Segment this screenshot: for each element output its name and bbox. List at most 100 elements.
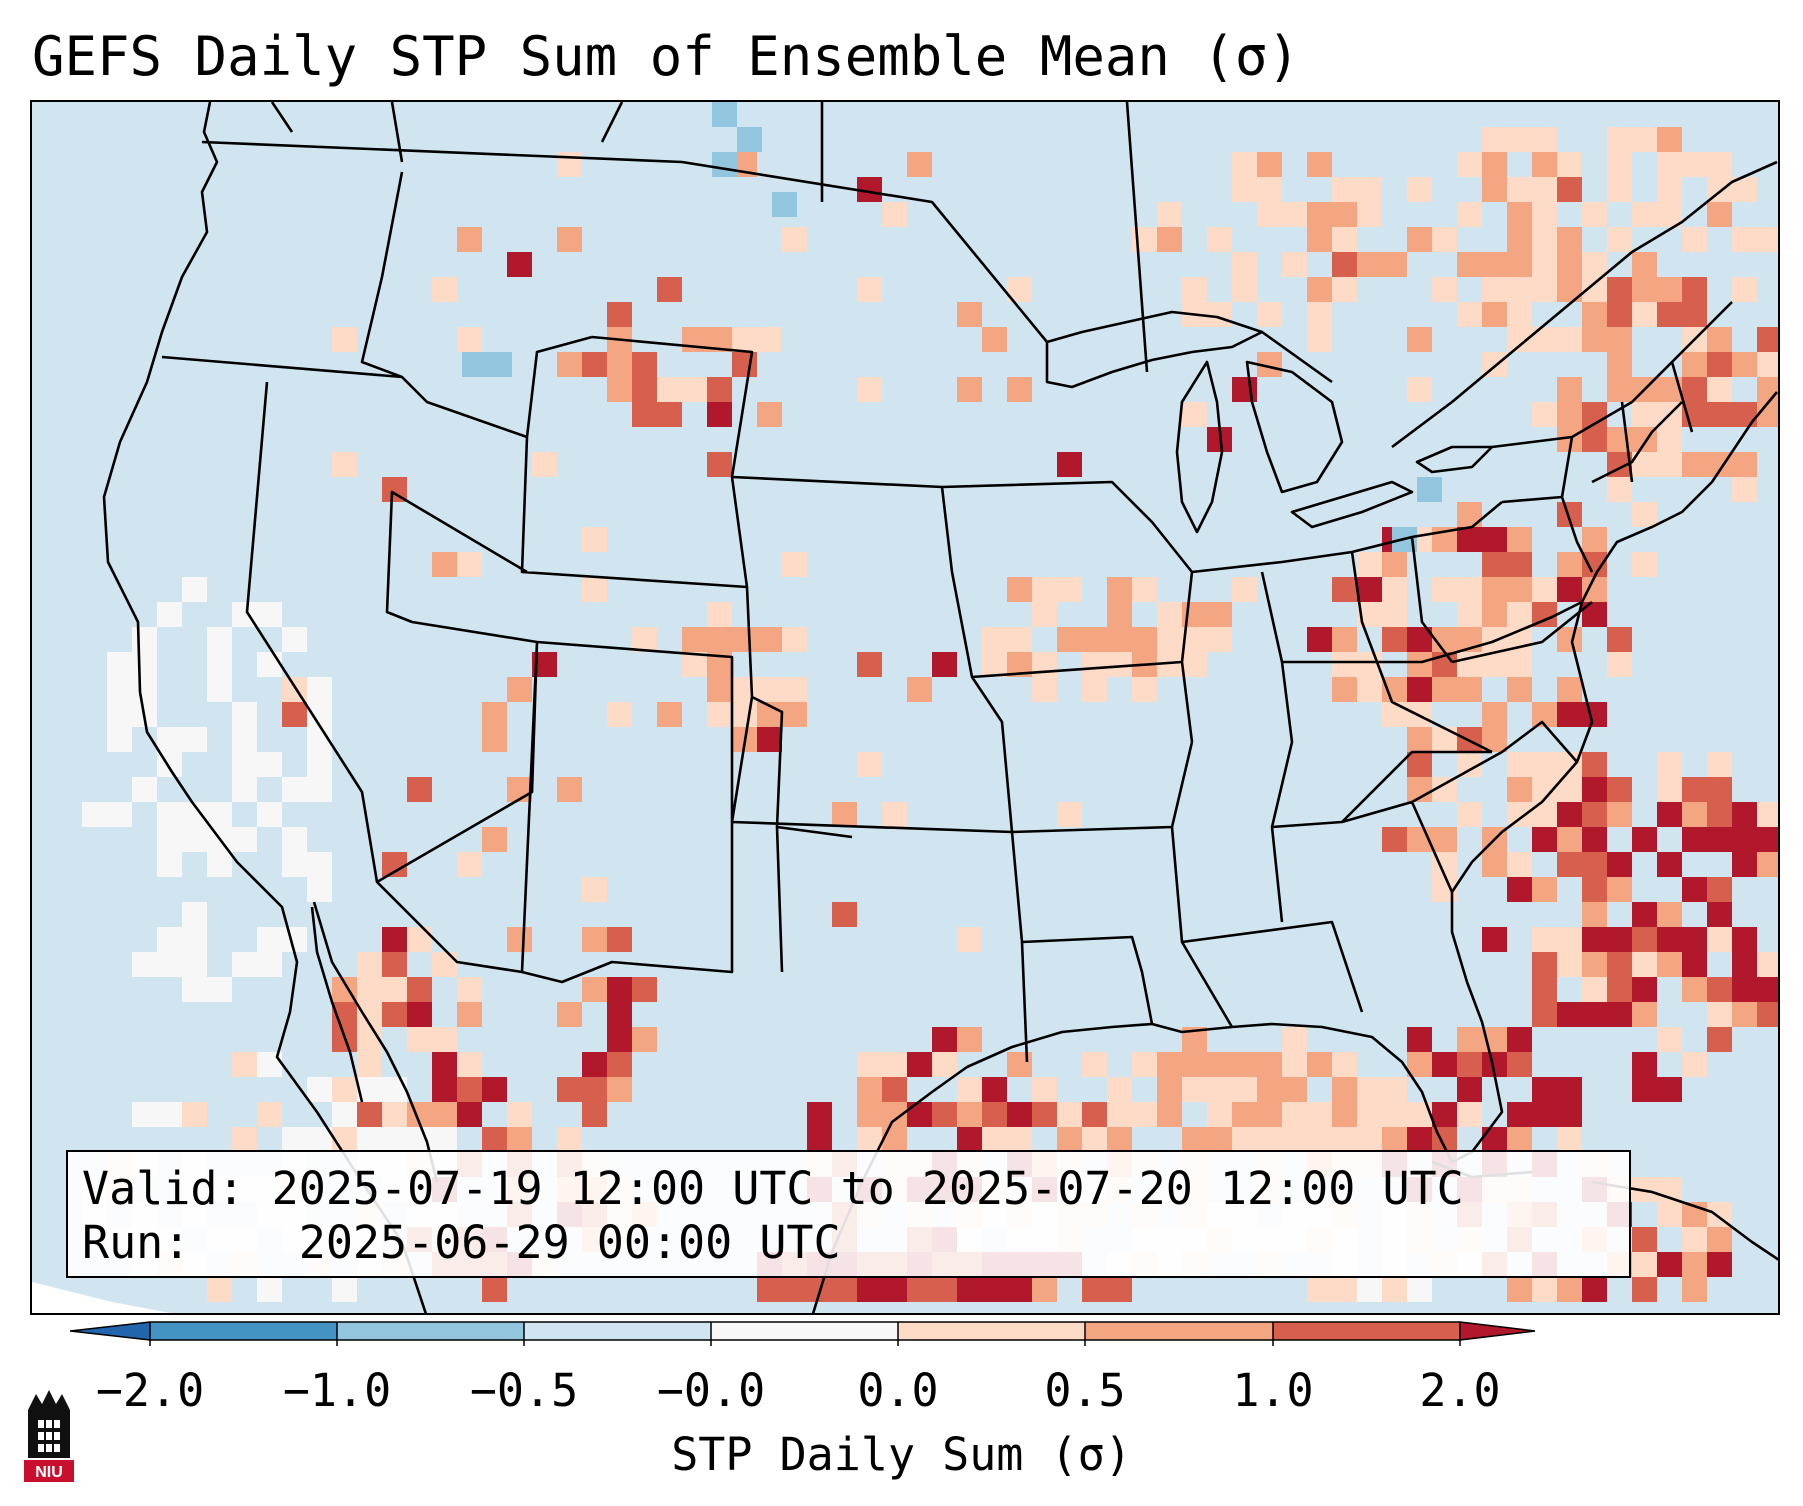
anomaly-cell <box>1482 1127 1507 1152</box>
anomaly-cell <box>1507 527 1532 552</box>
anomaly-cell <box>1582 952 1607 977</box>
anomaly-cell <box>182 952 207 977</box>
anomaly-cell <box>582 527 607 552</box>
anomaly-cell <box>1207 1052 1232 1077</box>
anomaly-cell <box>157 802 182 827</box>
colorbar-segment <box>898 1322 1085 1340</box>
anomaly-cell <box>1632 952 1657 977</box>
anomaly-cell <box>1657 752 1682 777</box>
anomaly-cell <box>1232 1127 1257 1152</box>
anomaly-cell <box>1582 527 1607 552</box>
anomaly-cell <box>1532 1102 1557 1127</box>
anomaly-cell <box>907 1052 932 1077</box>
anomaly-cell <box>157 952 182 977</box>
anomaly-cell <box>1482 127 1507 152</box>
anomaly-cell <box>407 1027 432 1052</box>
anomaly-cell <box>357 1127 382 1152</box>
anomaly-cell <box>132 627 157 652</box>
anomaly-cell <box>1682 1252 1707 1277</box>
anomaly-cell <box>257 1102 282 1127</box>
anomaly-cell <box>1607 777 1632 802</box>
anomaly-cell <box>1632 302 1657 327</box>
anomaly-cell <box>1632 902 1657 927</box>
anomaly-cell <box>1732 277 1757 302</box>
anomaly-cell <box>1582 877 1607 902</box>
anomaly-cell <box>1307 327 1332 352</box>
anomaly-cell <box>1582 902 1607 927</box>
anomaly-cell <box>1357 577 1382 602</box>
anomaly-cell <box>282 627 307 652</box>
anomaly-cell <box>357 1102 382 1127</box>
anomaly-cell <box>1307 1127 1332 1152</box>
anomaly-cell <box>282 702 307 727</box>
anomaly-cell <box>482 1127 507 1152</box>
anomaly-cell <box>557 352 582 377</box>
anomaly-cell <box>1082 1052 1107 1077</box>
anomaly-cell <box>307 852 332 877</box>
anomaly-cell <box>557 227 582 252</box>
anomaly-cell <box>1457 602 1482 627</box>
anomaly-cell <box>1532 277 1557 302</box>
anomaly-cell <box>1257 1052 1282 1077</box>
anomaly-cell <box>1307 627 1332 652</box>
anomaly-cell <box>382 1102 407 1127</box>
anomaly-cell <box>432 1127 457 1152</box>
anomaly-cell <box>1532 127 1557 152</box>
anomaly-cell <box>1582 852 1607 877</box>
anomaly-cell <box>1732 402 1757 427</box>
anomaly-cell <box>582 927 607 952</box>
anomaly-cell <box>1532 227 1557 252</box>
anomaly-cell <box>1082 1277 1107 1302</box>
baja-west-coast <box>310 906 364 1103</box>
anomaly-cell <box>1132 1052 1157 1077</box>
anomaly-cell <box>1107 1127 1132 1152</box>
anomaly-cell <box>1657 452 1682 477</box>
anomaly-cell <box>1582 1277 1607 1302</box>
anomaly-cell <box>712 152 737 177</box>
anomaly-cell <box>1532 577 1557 602</box>
anomaly-cell <box>1157 1102 1182 1127</box>
anomaly-cell <box>1032 1102 1057 1127</box>
anomaly-cell <box>1507 1102 1532 1127</box>
anomaly-cell <box>1382 627 1407 652</box>
st-lawrence <box>1391 160 1778 449</box>
anomaly-cell <box>1632 1227 1657 1252</box>
anomaly-cell <box>1357 252 1382 277</box>
anomaly-cell <box>1332 627 1357 652</box>
anomaly-cell <box>682 652 707 677</box>
anomaly-cell <box>1257 177 1282 202</box>
anomaly-cell <box>457 227 482 252</box>
anomaly-cell <box>207 1277 232 1302</box>
anomaly-cell <box>232 827 257 852</box>
anomaly-cell <box>1582 302 1607 327</box>
anomaly-cell <box>382 1077 407 1102</box>
anomaly-cell <box>582 1052 607 1077</box>
anomaly-cell <box>1407 227 1432 252</box>
anomaly-cell <box>1257 1077 1282 1102</box>
anomaly-cell <box>1357 177 1382 202</box>
anomaly-cell <box>1707 327 1732 352</box>
anomaly-cell <box>1732 802 1757 827</box>
anomaly-cell <box>432 1027 457 1052</box>
anomaly-cell <box>1407 652 1432 677</box>
colorbar-tick-label: 2.0 <box>1419 1364 1501 1417</box>
anomaly-cell <box>307 777 332 802</box>
anomaly-cell <box>1407 752 1432 777</box>
anomaly-cell <box>707 402 732 427</box>
anomaly-cell <box>1407 1027 1432 1052</box>
anomaly-cell <box>1457 152 1482 177</box>
anomaly-cell <box>607 352 632 377</box>
anomaly-cell <box>1132 577 1157 602</box>
anomaly-cell <box>1507 602 1532 627</box>
anomaly-cell <box>1757 1002 1778 1027</box>
anomaly-cell <box>1657 802 1682 827</box>
anomaly-cell <box>1282 1077 1307 1102</box>
anomaly-cell <box>1682 452 1707 477</box>
anomaly-cell <box>1257 1127 1282 1152</box>
anomaly-cell <box>207 627 232 652</box>
anomaly-cell <box>1557 252 1582 277</box>
anomaly-cell <box>1382 1127 1407 1152</box>
anomaly-cell <box>1557 1102 1582 1127</box>
anomaly-cell <box>282 777 307 802</box>
anomaly-cell <box>1382 602 1407 627</box>
